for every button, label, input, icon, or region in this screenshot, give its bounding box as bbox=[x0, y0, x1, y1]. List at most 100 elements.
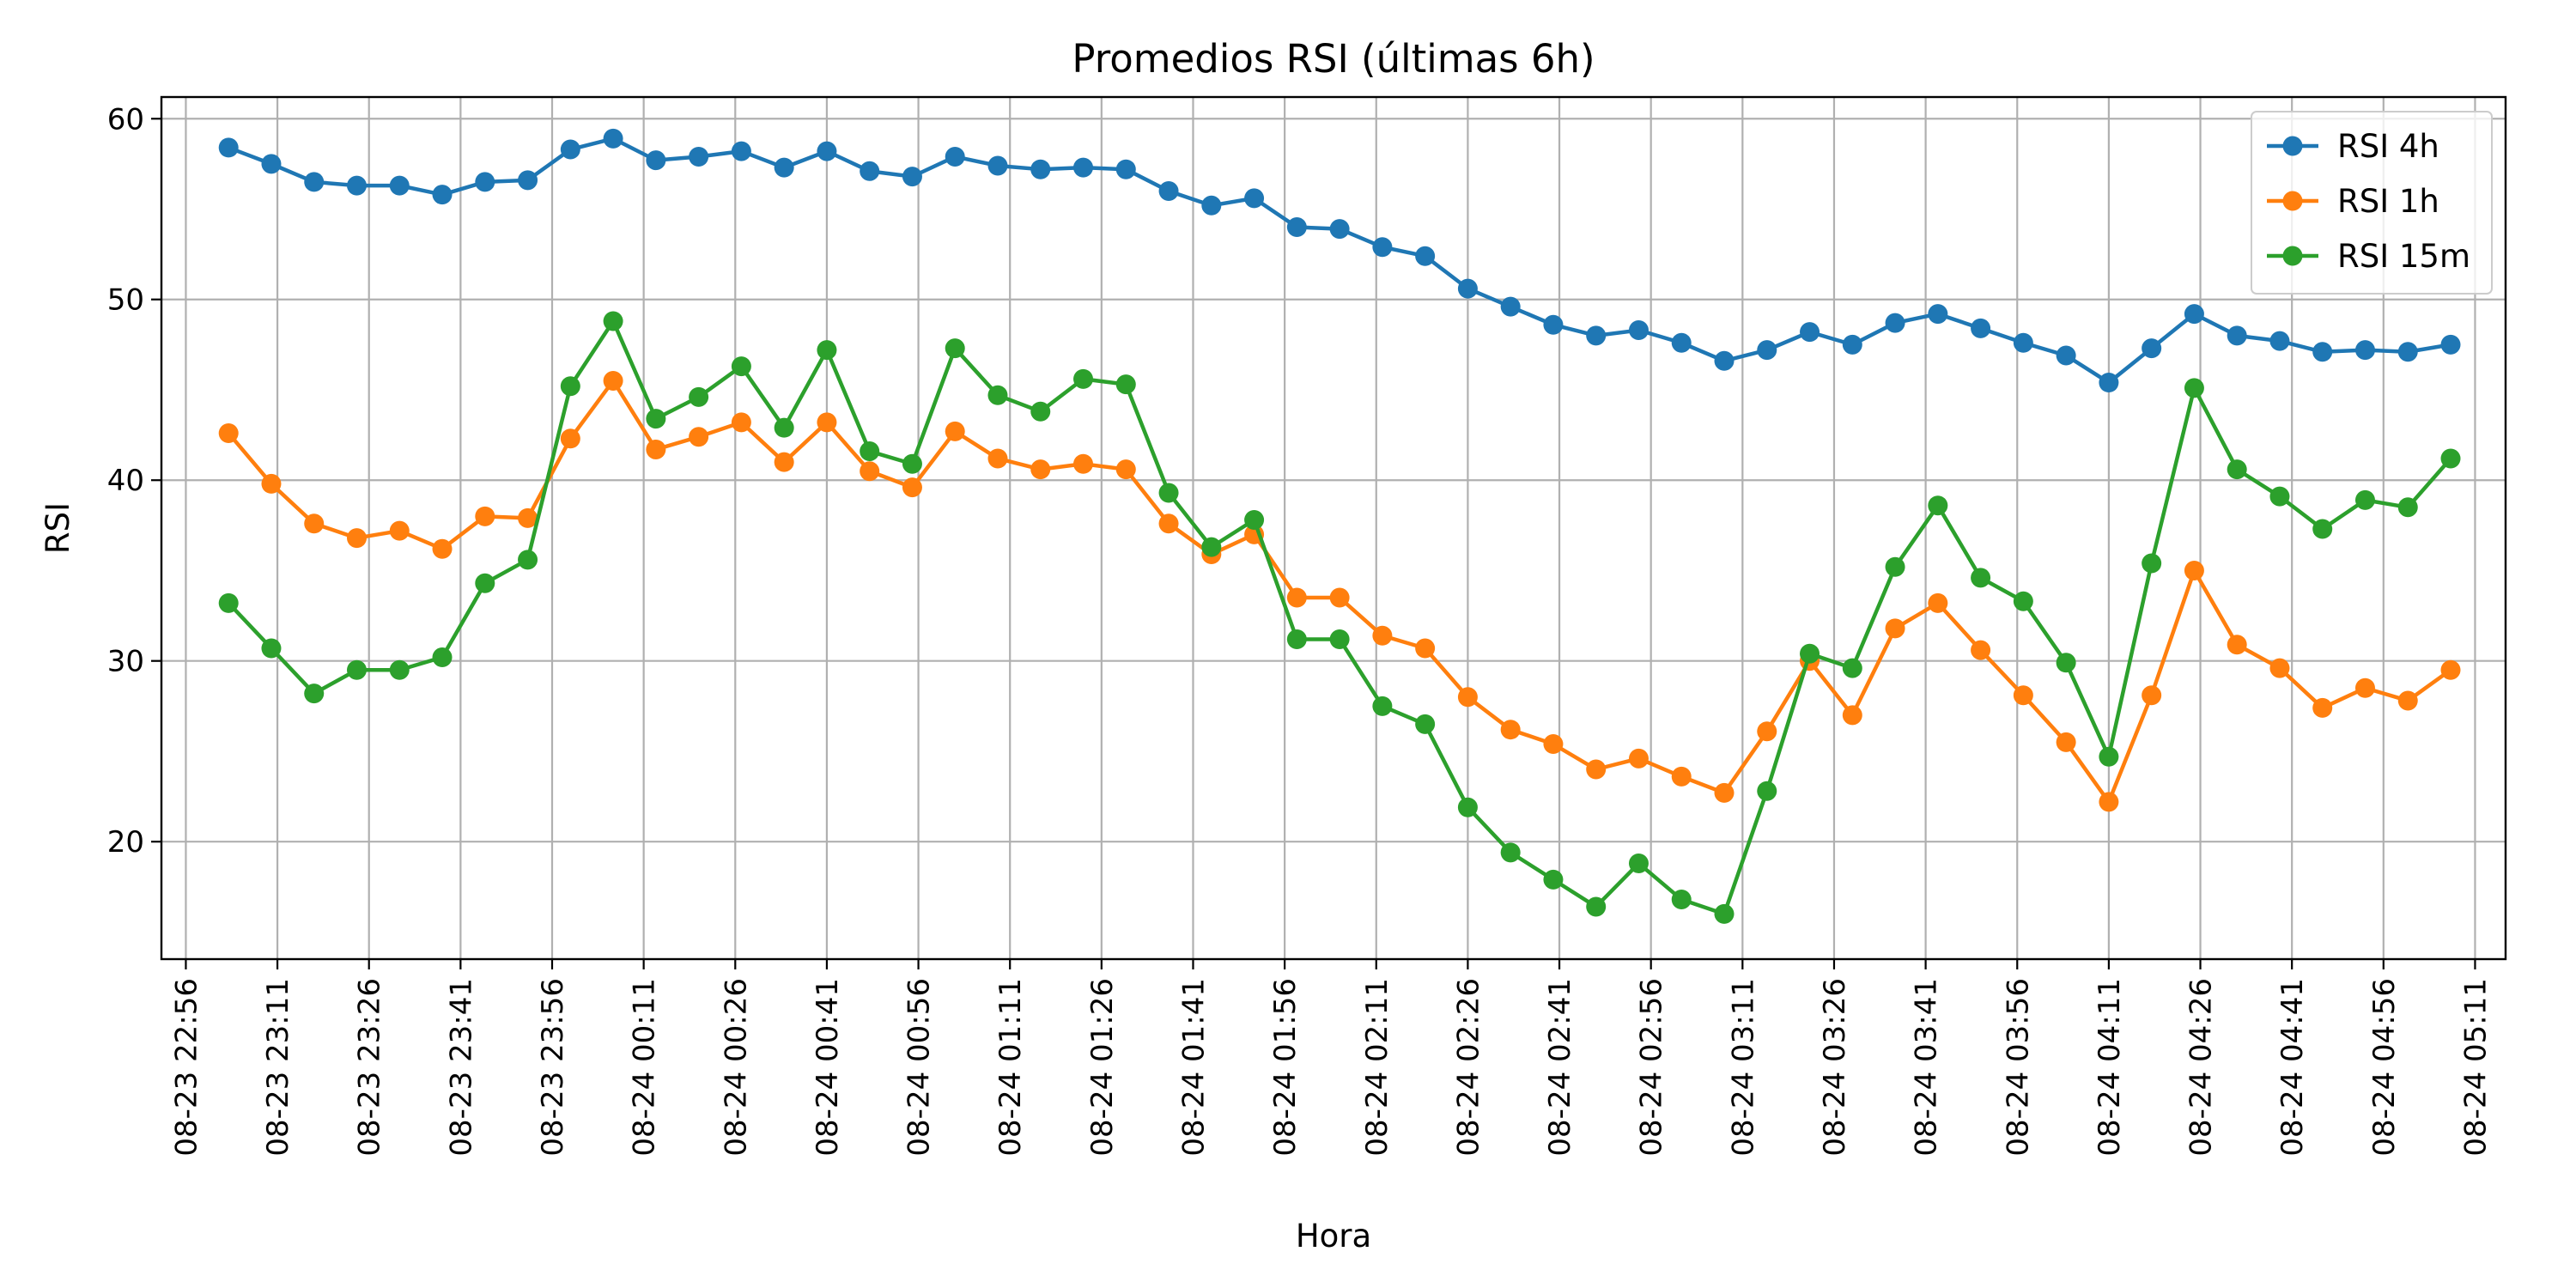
data-point bbox=[261, 154, 282, 174]
data-point bbox=[1415, 714, 1436, 734]
data-point bbox=[261, 638, 282, 659]
data-point bbox=[2142, 553, 2162, 574]
x-tick-label: 08-24 02:26 bbox=[1451, 978, 1485, 1157]
y-tick-label: 30 bbox=[107, 645, 144, 679]
series-rsi-4h bbox=[218, 128, 2461, 393]
data-point bbox=[1757, 340, 1777, 361]
data-point bbox=[1800, 643, 1820, 664]
data-point bbox=[2312, 697, 2333, 718]
data-point bbox=[1415, 246, 1436, 266]
data-point bbox=[218, 137, 239, 158]
data-point bbox=[1201, 537, 1222, 557]
x-tick-label: 08-24 03:26 bbox=[1818, 978, 1852, 1157]
data-point bbox=[2056, 345, 2076, 366]
data-point bbox=[902, 477, 922, 498]
data-point bbox=[560, 428, 580, 449]
data-point bbox=[2312, 342, 2333, 362]
x-tick-label: 08-24 04:26 bbox=[2184, 978, 2219, 1157]
data-point bbox=[860, 161, 880, 181]
data-point bbox=[2099, 373, 2119, 393]
data-point bbox=[1842, 705, 1862, 726]
data-point bbox=[1628, 320, 1649, 341]
data-point bbox=[1971, 568, 1991, 588]
data-point bbox=[1714, 350, 1735, 371]
data-point bbox=[902, 453, 922, 474]
x-tick-label: 08-24 02:56 bbox=[1635, 978, 1669, 1157]
data-point bbox=[945, 338, 965, 359]
data-point bbox=[902, 167, 922, 187]
y-axis-title: RSI bbox=[39, 502, 76, 554]
x-tick-label: 08-24 01:11 bbox=[993, 978, 1028, 1157]
data-point bbox=[1372, 696, 1393, 716]
legend-label: RSI 15m bbox=[2337, 238, 2470, 275]
data-point bbox=[1714, 903, 1735, 924]
data-point bbox=[1671, 890, 1692, 910]
data-point bbox=[1543, 734, 1564, 755]
data-point bbox=[389, 175, 410, 196]
data-point bbox=[987, 385, 1008, 405]
data-point bbox=[1073, 157, 1094, 178]
x-tick-label: 08-24 00:11 bbox=[628, 978, 662, 1157]
data-point bbox=[1543, 869, 1564, 890]
data-point bbox=[689, 427, 709, 447]
data-point bbox=[1201, 195, 1222, 216]
x-tick-label: 08-24 04:11 bbox=[2093, 978, 2127, 1157]
legend: RSI 4h RSI 1h RSI 15m bbox=[2251, 111, 2493, 295]
data-point bbox=[1286, 217, 1307, 238]
y-tick-label: 20 bbox=[107, 825, 144, 860]
data-point bbox=[603, 311, 623, 331]
y-tick-label: 50 bbox=[107, 283, 144, 318]
x-tick-label: 08-24 02:41 bbox=[1543, 978, 1577, 1157]
data-point bbox=[1158, 180, 1179, 201]
data-point bbox=[945, 421, 965, 441]
data-point bbox=[1286, 629, 1307, 649]
x-tick-label: 08-24 05:11 bbox=[2458, 978, 2493, 1157]
data-point bbox=[1500, 842, 1521, 863]
data-point bbox=[1885, 313, 1905, 333]
data-point bbox=[987, 155, 1008, 176]
data-point bbox=[389, 659, 410, 680]
data-point bbox=[2056, 732, 2076, 752]
data-point bbox=[2056, 653, 2076, 673]
data-point bbox=[1457, 278, 1478, 299]
data-point bbox=[432, 647, 453, 667]
data-point bbox=[1030, 459, 1051, 480]
data-point bbox=[304, 683, 325, 704]
data-point bbox=[2184, 378, 2204, 398]
data-point bbox=[347, 175, 367, 196]
data-point bbox=[817, 340, 837, 361]
data-point bbox=[2440, 448, 2461, 469]
data-point bbox=[1928, 495, 1948, 516]
data-point bbox=[560, 376, 580, 397]
data-point bbox=[475, 573, 495, 593]
data-point bbox=[1372, 237, 1393, 258]
x-tick-label: 08-23 23:11 bbox=[261, 978, 295, 1157]
data-point bbox=[1628, 853, 1649, 873]
data-point bbox=[304, 513, 325, 534]
data-point bbox=[1842, 334, 1862, 355]
data-point bbox=[518, 550, 538, 570]
legend-marker bbox=[2282, 246, 2303, 266]
y-tick-label: 60 bbox=[107, 102, 144, 137]
data-point bbox=[1714, 782, 1735, 803]
data-point bbox=[2354, 340, 2375, 361]
data-point bbox=[2227, 459, 2247, 480]
data-point bbox=[1329, 587, 1350, 608]
data-point bbox=[646, 409, 666, 429]
data-point bbox=[1030, 159, 1051, 179]
x-axis-title: Hora bbox=[1296, 1218, 1371, 1255]
legend-item: RSI 4h bbox=[2267, 128, 2439, 165]
x-axis: 08-23 22:56 08-23 23:11 08-23 23:26 08-23 2… bbox=[169, 959, 2493, 1157]
x-tick-label: 08-24 03:11 bbox=[1726, 978, 1760, 1157]
data-point bbox=[2269, 486, 2290, 507]
data-point bbox=[860, 441, 880, 462]
data-point bbox=[689, 386, 709, 407]
x-tick-label: 08-23 23:41 bbox=[444, 978, 478, 1157]
data-point bbox=[518, 507, 538, 528]
data-point bbox=[2440, 334, 2461, 355]
data-point bbox=[2142, 685, 2162, 706]
data-point bbox=[731, 356, 751, 377]
data-point bbox=[1671, 766, 1692, 787]
